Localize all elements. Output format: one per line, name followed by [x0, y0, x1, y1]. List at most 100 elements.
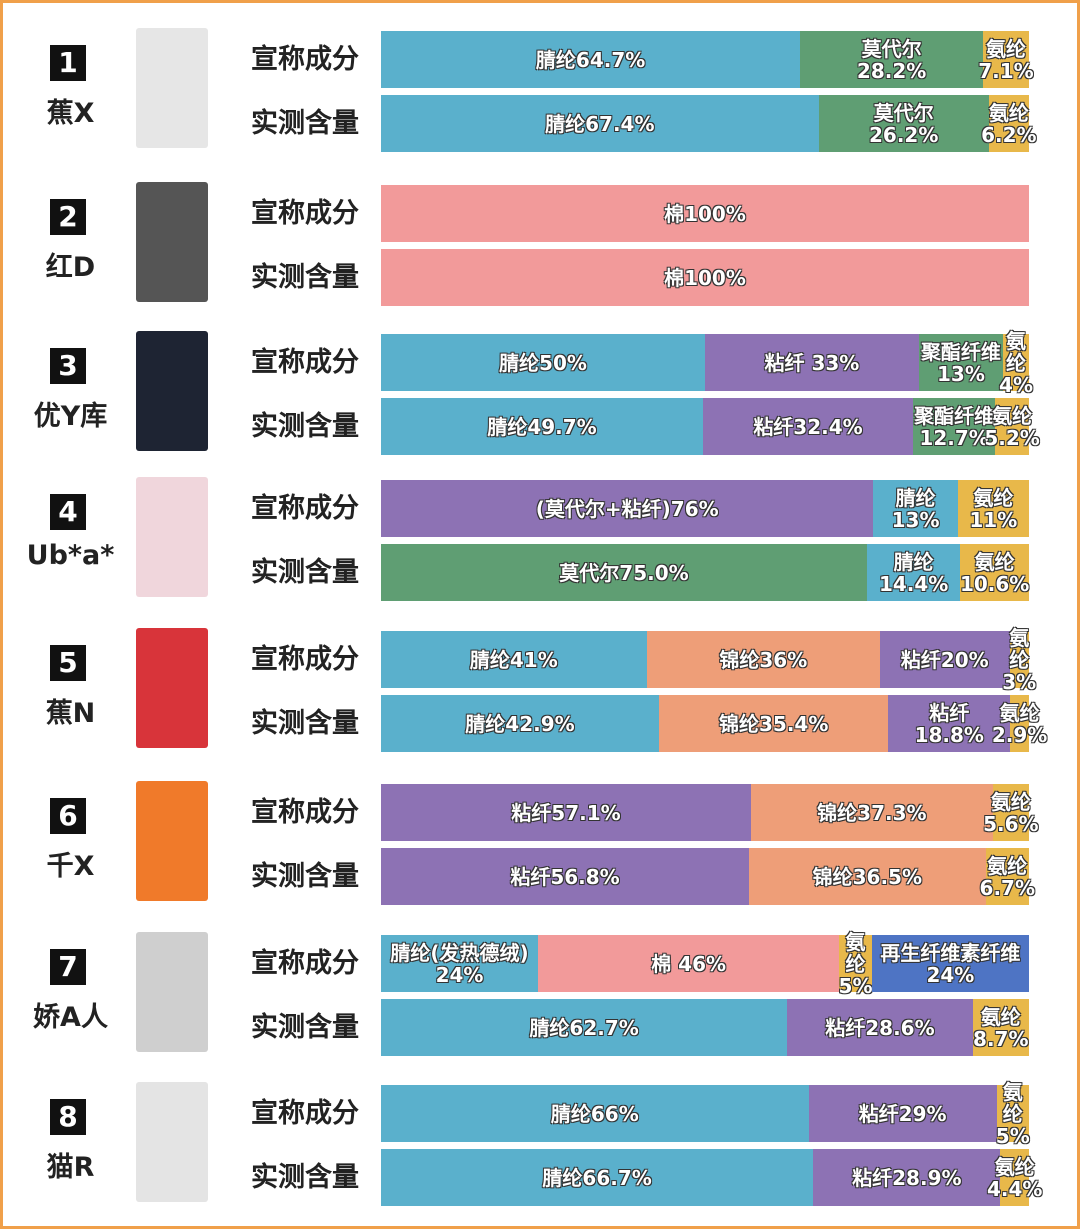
product-brand: 千X: [46, 851, 95, 882]
bar-segment: 氨纶 5.2%: [984, 398, 1040, 455]
bar-segment: 腈纶67.4%: [381, 95, 819, 152]
bar-segment: 氨纶 3%: [1002, 625, 1037, 694]
row-label-claimed: 宣称成分: [251, 797, 359, 828]
bar-segment: 锦纶37.3%: [751, 784, 993, 841]
product-image: [136, 1082, 208, 1202]
bar-segment: 氨纶 5.6%: [983, 784, 1039, 841]
product-brand: Ub*a*: [26, 540, 115, 571]
product-image: [136, 628, 208, 748]
stacked-bar-claimed: 腈纶50% 粘纤 33% 聚酯纤维 13% 氨纶 4%: [381, 328, 1033, 397]
bar-segment: 氨纶 5%: [838, 929, 873, 998]
product-number-badge: 8: [50, 1099, 86, 1135]
row-label-measured: 实测含量: [251, 411, 359, 442]
stacked-bar-measured: 腈纶67.4% 莫代尔 26.2% 氨纶 6.2%: [381, 95, 1037, 152]
row-label-claimed: 宣称成分: [251, 198, 359, 229]
bar-segment: 氨纶 4%: [999, 328, 1033, 397]
stacked-bar-measured: 腈纶62.7% 粘纤28.6% 氨纶 8.7%: [381, 999, 1029, 1056]
stacked-bar-claimed: 腈纶41% 锦纶36% 粘纤20% 氨纶 3%: [381, 625, 1037, 694]
row-label-claimed: 宣称成分: [251, 347, 359, 378]
row-label-claimed: 宣称成分: [251, 493, 359, 524]
bar-segment: 再生纤维素纤维 24%: [871, 935, 1029, 992]
row-label-claimed: 宣称成分: [251, 644, 359, 675]
stacked-bar-claimed: 腈纶64.7% 莫代尔 28.2% 氨纶 7.1%: [381, 31, 1034, 88]
bar-segment: 粘纤 33%: [705, 334, 919, 391]
bar-segment: 腈纶64.7%: [381, 31, 801, 88]
stacked-bar-measured: 腈纶66.7% 粘纤28.9% 氨纶 4.4%: [381, 1149, 1042, 1206]
bar-segment: 腈纶66.7%: [381, 1149, 814, 1206]
bar-segment: 棉 46%: [538, 935, 840, 992]
bar-segment: 腈纶50%: [381, 334, 705, 391]
product-image: [136, 477, 208, 597]
bar-segment: 氨纶 6.2%: [981, 95, 1037, 152]
product-image: [136, 28, 208, 148]
bar-segment: 粘纤56.8%: [381, 848, 750, 905]
bar-segment: 粘纤32.4%: [703, 398, 913, 455]
bar-segment: 氨纶 2.9%: [992, 695, 1047, 752]
bar-segment: 锦纶36%: [646, 631, 880, 688]
bar-segment: 氨纶 6.7%: [980, 848, 1035, 905]
stacked-bar-claimed: 棉100%: [381, 185, 1029, 242]
bar-segment: 粘纤57.1%: [381, 784, 751, 841]
bar-segment: 氨纶 7.1%: [978, 31, 1034, 88]
product-image: [136, 331, 208, 451]
stacked-bar-measured: 腈纶49.7% 粘纤32.4% 聚酯纤维 12.7% 氨纶 5.2%: [381, 398, 1040, 455]
bar-segment: 腈纶42.9%: [381, 695, 659, 752]
bar-segment: 腈纶 14.4%: [867, 544, 961, 601]
stacked-bar-measured: 腈纶42.9% 锦纶35.4% 粘纤 18.8% 氨纶 2.9%: [381, 695, 1047, 752]
product-number-badge: 4: [50, 494, 86, 530]
bar-segment: 腈纶49.7%: [381, 398, 704, 455]
row-label-measured: 实测含量: [251, 1012, 359, 1043]
bar-segment: 聚酯纤维 12.7%: [912, 398, 996, 455]
stacked-bar-claimed: 腈纶(发热德绒) 24% 棉 46% 氨纶 5% 再生纤维素纤维 24%: [381, 929, 1029, 998]
product-number-badge: 2: [50, 199, 86, 235]
bar-segment: 粘纤28.9%: [813, 1149, 1001, 1206]
stacked-bar-claimed: 粘纤57.1% 锦纶37.3% 氨纶 5.6%: [381, 784, 1039, 841]
bar-segment: 腈纶62.7%: [381, 999, 788, 1056]
bar-segment: 粘纤20%: [879, 631, 1010, 688]
bar-segment: 粘纤 18.8%: [888, 695, 1011, 752]
bar-segment: 粘纤28.6%: [787, 999, 973, 1056]
product-brand: 蕉X: [46, 98, 95, 129]
bar-segment: 氨纶 8.7%: [972, 999, 1029, 1056]
product-number-badge: 3: [50, 348, 86, 384]
product-brand: 优Y库: [33, 401, 108, 432]
product-image: [136, 932, 208, 1052]
bar-segment: 氨纶 10.6%: [960, 544, 1029, 601]
stacked-bar-claimed: 腈纶66% 粘纤29% 氨纶 5%: [381, 1079, 1030, 1148]
product-brand: 娇A人: [33, 1002, 108, 1033]
stacked-bar-measured: 粘纤56.8% 锦纶36.5% 氨纶 6.7%: [381, 848, 1035, 905]
bar-segment: 氨纶 5%: [995, 1079, 1030, 1148]
row-label-claimed: 宣称成分: [251, 1098, 359, 1129]
row-label-claimed: 宣称成分: [251, 948, 359, 979]
row-label-measured: 实测含量: [251, 861, 359, 892]
bar-segment: 棉100%: [381, 249, 1029, 306]
bar-segment: 氨纶 11%: [957, 480, 1029, 537]
row-label-measured: 实测含量: [251, 262, 359, 293]
bar-segment: 棉100%: [381, 185, 1029, 242]
bar-segment: 腈纶41%: [381, 631, 647, 688]
bar-segment: (莫代尔+粘纤)76%: [381, 480, 874, 537]
row-label-measured: 实测含量: [251, 708, 359, 739]
product-brand: 猫R: [46, 1152, 95, 1183]
product-image: [136, 182, 208, 302]
row-label-measured: 实测含量: [251, 1162, 359, 1193]
product-number-badge: 5: [50, 645, 86, 681]
product-brand: 蕉N: [45, 698, 96, 729]
stacked-bar-measured: 莫代尔75.0% 腈纶 14.4% 氨纶 10.6%: [381, 544, 1029, 601]
row-label-measured: 实测含量: [251, 557, 359, 588]
bar-segment: 莫代尔75.0%: [381, 544, 867, 601]
bar-segment: 腈纶66%: [381, 1085, 809, 1142]
bar-segment: 莫代尔 28.2%: [800, 31, 983, 88]
bar-segment: 粘纤29%: [808, 1085, 997, 1142]
stacked-bar-measured: 棉100%: [381, 249, 1029, 306]
product-brand: 红D: [45, 252, 96, 283]
bar-segment: 氨纶 4.4%: [987, 1149, 1042, 1206]
product-image: [136, 781, 208, 901]
bar-segment: 腈纶(发热德绒) 24%: [381, 935, 539, 992]
bar-segment: 莫代尔 26.2%: [818, 95, 989, 152]
row-label-measured: 实测含量: [251, 108, 359, 139]
product-number-badge: 7: [50, 949, 86, 985]
bar-segment: 锦纶35.4%: [658, 695, 889, 752]
row-label-claimed: 宣称成分: [251, 44, 359, 75]
